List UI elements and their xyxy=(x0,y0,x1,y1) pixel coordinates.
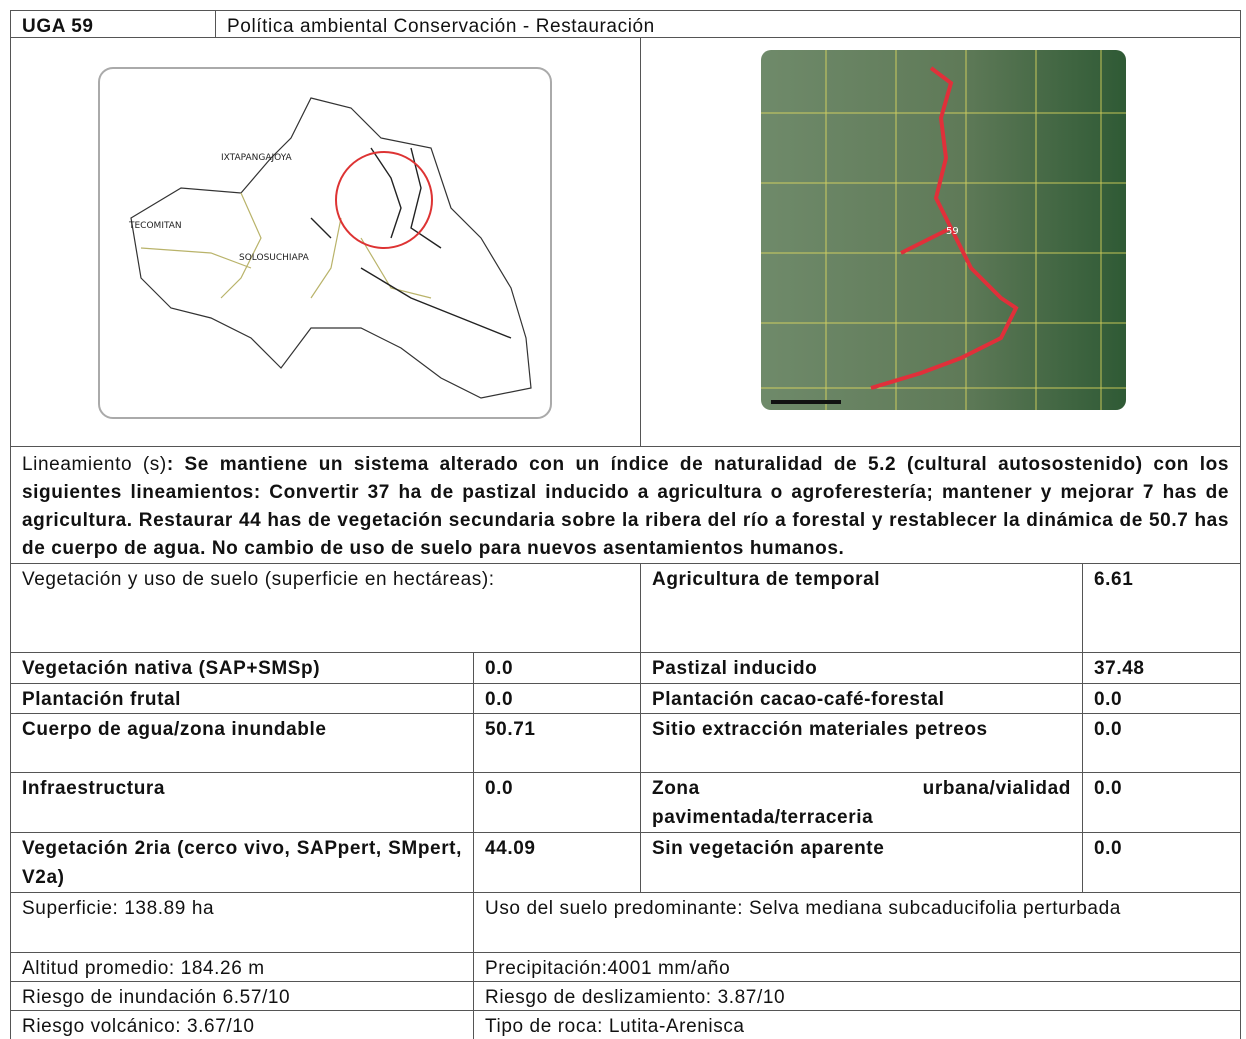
summary-item: Riesgo volcánico: 3.67/10 xyxy=(10,1010,474,1039)
summary-item: Superficie: 138.89 ha xyxy=(10,892,474,953)
summary-item: Altitud promedio: 184.26 m xyxy=(10,952,474,982)
satellite-map: 59 xyxy=(761,50,1126,410)
land-use-name: Pastizal inducido xyxy=(640,652,1083,684)
land-use-value: 0.0 xyxy=(473,652,641,684)
map-label: IXTAPANGAJOYA xyxy=(221,153,293,163)
land-use-value: 0.0 xyxy=(1082,683,1241,714)
land-use-name: Sitio extracción materiales petreos xyxy=(640,713,1083,773)
summary-item: Tipo de roca: Lutita-Arenisca xyxy=(473,1010,1241,1039)
map-label: SOLOSUCHIAPA xyxy=(239,253,310,263)
land-use-name: Sin vegetación aparente xyxy=(640,832,1083,893)
summary-item: Riesgo de deslizamiento: 3.87/10 xyxy=(473,981,1241,1011)
summary-item: Uso del suelo predominante: Selva median… xyxy=(473,892,1241,953)
land-use-value: 44.09 xyxy=(473,832,641,893)
land-use-name: Agricultura de temporal xyxy=(640,563,1083,653)
land-use-name: Vegetación nativa (SAP+SMSp) xyxy=(10,652,474,684)
summary-item: Precipitación:4001 mm/año xyxy=(473,952,1241,982)
uga-id: UGA 59 xyxy=(10,10,216,38)
land-use-value: 37.48 xyxy=(1082,652,1241,684)
land-use-value: 0.0 xyxy=(473,683,641,714)
lineamiento-label: Lineamiento (s) xyxy=(22,454,167,475)
land-use-value: 50.71 xyxy=(473,713,641,773)
lineamiento-cell: Lineamiento (s): Se mantiene un sistema … xyxy=(10,446,1241,564)
land-use-name: Zona urbana/vialidad pavimentada/terrace… xyxy=(640,772,1083,833)
land-use-value: 0.0 xyxy=(473,772,641,833)
land-use-name: Vegetación 2ria (cerco vivo, SAPpert, SM… xyxy=(10,832,474,893)
land-use-name: Infraestructura xyxy=(10,772,474,833)
summary-item: Riesgo de inundación 6.57/10 xyxy=(10,981,474,1011)
land-use-name: Cuerpo de agua/zona inundable xyxy=(10,713,474,773)
municipal-map: IXTAPANGAJOYA TECOMITAN SOLOSUCHIAPA xyxy=(98,67,552,419)
map-cell-left: IXTAPANGAJOYA TECOMITAN SOLOSUCHIAPA xyxy=(10,37,641,447)
map-label: TECOMITAN xyxy=(128,221,182,231)
land-use-heading: Vegetación y uso de suelo (superficie en… xyxy=(10,563,641,653)
policy: Política ambiental Conservación - Restau… xyxy=(215,10,1241,38)
land-use-value: 0.0 xyxy=(1082,772,1241,833)
land-use-name: Plantación frutal xyxy=(10,683,474,714)
map-cell-right: 59 xyxy=(640,37,1241,447)
lineamiento-text: : Se mantiene un sistema alterado con un… xyxy=(22,454,1229,559)
land-use-value: 0.0 xyxy=(1082,832,1241,893)
land-use-name: Plantación cacao-café-forestal xyxy=(640,683,1083,714)
map-label: 59 xyxy=(946,226,959,237)
land-use-value: 0.0 xyxy=(1082,713,1241,773)
land-use-value: 6.61 xyxy=(1082,563,1241,653)
